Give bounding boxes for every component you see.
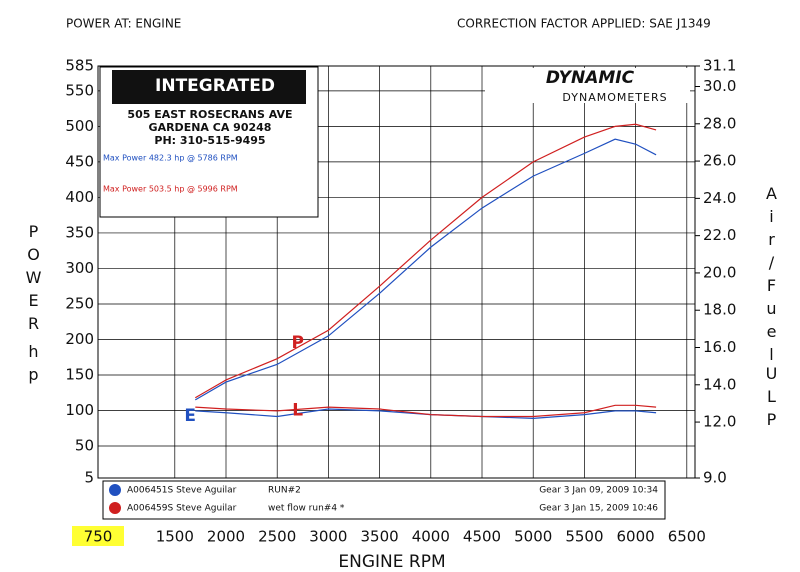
series-line (194, 138, 657, 401)
x-tick-label: 3500 (361, 528, 399, 546)
y2-tick-label: 28.0 (703, 114, 736, 132)
y-tick-label: 550 (65, 81, 94, 99)
legend-box (102, 480, 666, 520)
y2-tick-label: 30.0 (703, 77, 736, 95)
y-tick-label: 100 (65, 401, 94, 419)
y-tick-label: 350 (65, 223, 94, 241)
annotation: E (184, 406, 196, 426)
legend-note: Gear 3 Jan 15, 2009 10:46 (539, 504, 658, 514)
y2-tick-label: 14.0 (703, 375, 736, 393)
x-tick-label: 3000 (309, 528, 347, 546)
y2-tick-label: 16.0 (703, 338, 736, 356)
y-axis-title: POWER (24, 222, 43, 337)
logo-text: PH: 310-515-9495 (154, 134, 265, 147)
y-tick-label: 500 (65, 117, 94, 135)
y-tick-label: 450 (65, 152, 94, 170)
y-tick-label: 250 (65, 294, 94, 312)
logo-brand: INTEGRATED (155, 76, 275, 96)
tick-highlight (72, 526, 124, 546)
x-tick-label: 750 (84, 528, 113, 546)
logo-text: GARDENA CA 90248 (149, 121, 272, 134)
legend-note: wet flow run#4 * (268, 504, 345, 514)
x-tick-label: 4000 (412, 528, 450, 546)
y-tick-label: 5 (84, 469, 94, 487)
y2-tick-label: 31.1 (703, 57, 736, 75)
y2-tick-label: 20.0 (703, 263, 736, 281)
legend-label: A006459S Steve Aguilar (127, 504, 237, 514)
y-tick-label: 50 (75, 437, 94, 455)
x-tick-label: 2500 (258, 528, 296, 546)
header-left: POWER AT: ENGINE (66, 17, 181, 31)
y2-tick-label: 18.0 (703, 301, 736, 319)
y-tick-label: 300 (65, 259, 94, 277)
logo2-box (485, 68, 690, 103)
legend-swatch (109, 484, 121, 496)
x-tick-label: 2000 (207, 528, 245, 546)
x-tick-label: 6000 (617, 528, 655, 546)
y-tick-label: 150 (65, 366, 94, 384)
x-tick-label: 4500 (463, 528, 501, 546)
legend-note: RUN#2 (268, 486, 301, 496)
legend-note: Gear 3 Jan 09, 2009 10:34 (539, 486, 658, 496)
annotation: L (292, 401, 303, 421)
y2-tick-label: 22.0 (703, 226, 736, 244)
y-tick-label: 585 (65, 57, 94, 75)
y-tick-label: 400 (65, 188, 94, 206)
x-tick-label: 6500 (668, 528, 706, 546)
y2-axis-title: Air/Fuel (762, 184, 781, 368)
series-line (195, 404, 657, 418)
legend-label: A006451S Steve Aguilar (127, 486, 237, 496)
legend-swatch (109, 502, 121, 514)
y2-tick-label: 12.0 (703, 413, 736, 431)
logo-bg (112, 70, 306, 104)
y2-tick-label: 26.0 (703, 152, 736, 170)
y-tick-label: 200 (65, 330, 94, 348)
annotation: P (291, 333, 303, 353)
series-line (194, 123, 657, 399)
header-right: CORRECTION FACTOR APPLIED: SAE J1349 (457, 17, 711, 31)
y-axis-unit: hp (24, 342, 43, 388)
y2-tick-label: 9.0 (703, 469, 727, 487)
logo2-brand: DYNAMIC (546, 68, 635, 88)
max-power: Max Power 503.5 hp @ 5996 RPM (103, 185, 238, 194)
y2-tick-label: 24.0 (703, 189, 736, 207)
logo-text: 505 EAST ROSECRANS AVE (127, 108, 292, 121)
x-tick-label: 5500 (565, 528, 603, 546)
logo2-sub: DYNAMOMETERS (562, 91, 667, 104)
x-tick-label: 5000 (514, 528, 552, 546)
y2-axis-unit: ULP (762, 364, 781, 433)
x-axis-title: ENGINE RPM (338, 552, 445, 572)
x-tick-label: 1500 (156, 528, 194, 546)
max-power: Max Power 482.3 hp @ 5786 RPM (103, 154, 238, 163)
